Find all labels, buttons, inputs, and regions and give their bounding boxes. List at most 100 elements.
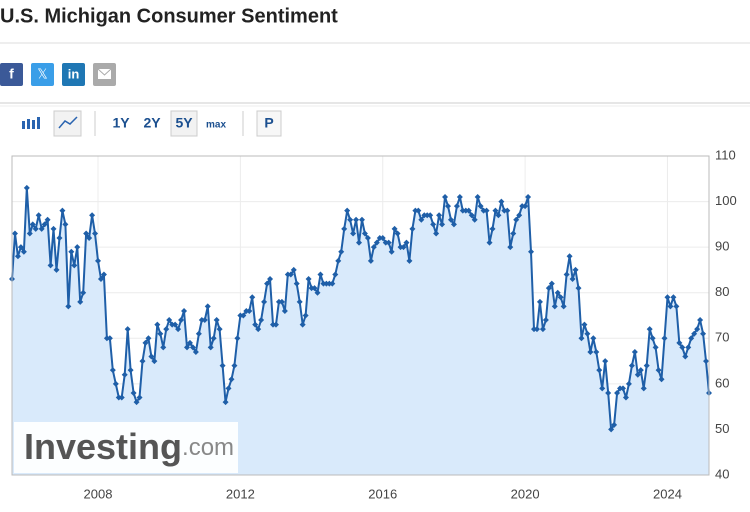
marker (106, 335, 113, 342)
marker (80, 289, 87, 296)
marker (682, 353, 689, 360)
range-button[interactable]: 2Y (143, 115, 161, 131)
range-button[interactable]: 5Y (175, 115, 193, 131)
marker (234, 335, 241, 342)
marker (225, 385, 232, 392)
marker (581, 321, 588, 328)
marker (608, 426, 615, 433)
marker (272, 321, 279, 328)
marker (97, 276, 104, 283)
marker (157, 330, 164, 337)
marker (465, 207, 472, 214)
x-tick-label: 2024 (653, 486, 682, 501)
twitter-button[interactable] (31, 63, 54, 86)
marker (183, 344, 190, 351)
marker (605, 389, 612, 396)
marker (77, 298, 84, 305)
marker (442, 194, 449, 201)
marker (439, 221, 446, 228)
line-chart-icon (58, 116, 78, 129)
marker (344, 207, 351, 214)
y-tick-label: 100 (715, 193, 737, 208)
marker (572, 266, 579, 273)
marker (41, 221, 48, 228)
marker (189, 344, 196, 351)
marker (602, 358, 609, 365)
marker (691, 330, 698, 337)
marker (486, 239, 493, 246)
marker (178, 317, 185, 324)
marker (590, 335, 597, 342)
marker (673, 303, 680, 310)
marker (302, 312, 309, 319)
marker (703, 358, 710, 365)
linkedin-icon: in (68, 66, 80, 81)
marker (74, 244, 81, 251)
marker (427, 212, 434, 219)
marker (163, 326, 170, 333)
marker (329, 280, 336, 287)
marker (625, 380, 632, 387)
marker (614, 389, 621, 396)
y-tick-label: 50 (715, 421, 729, 436)
marker (287, 271, 294, 278)
marker (667, 303, 674, 310)
x-tick-label: 2020 (511, 486, 540, 501)
marker (181, 307, 188, 314)
marker (89, 212, 96, 219)
marker (664, 294, 671, 301)
page-title: U.S. Michigan Consumer Sentiment (0, 5, 338, 27)
marker (400, 244, 407, 251)
marker (388, 248, 395, 255)
facebook-button[interactable] (0, 63, 23, 86)
marker (599, 385, 606, 392)
share-bar: f 𝕏 in (0, 63, 116, 86)
marker (53, 266, 60, 273)
marker (542, 317, 549, 324)
marker (471, 216, 478, 223)
y-tick-label: 90 (715, 239, 729, 254)
marker (240, 312, 247, 319)
marker (688, 335, 695, 342)
marker (554, 289, 561, 296)
marker (341, 225, 348, 232)
marker (186, 339, 193, 346)
marker (338, 248, 345, 255)
marker (533, 326, 540, 333)
range-button[interactable]: 1Y (112, 115, 130, 131)
marker (192, 348, 199, 355)
marker (510, 230, 517, 237)
range-button[interactable]: max (206, 120, 226, 131)
marker (142, 339, 149, 346)
marker (204, 303, 211, 310)
marker (207, 344, 214, 351)
marker (83, 230, 90, 237)
marker (213, 317, 220, 324)
toolbar: 1Y 2Y 5Y max P (22, 110, 282, 137)
marker (62, 221, 69, 228)
line-chart-button[interactable] (53, 110, 82, 137)
marker (536, 298, 543, 305)
marker (293, 280, 300, 287)
marker (679, 344, 686, 351)
marker (646, 326, 653, 333)
bar-chart-button[interactable] (22, 117, 40, 129)
marker (406, 257, 413, 264)
marker (676, 339, 683, 346)
marker (201, 317, 208, 324)
marker (59, 207, 66, 214)
marker (560, 303, 567, 310)
p-button[interactable] (256, 110, 282, 137)
marker (210, 335, 217, 342)
linkedin-button[interactable] (62, 63, 85, 86)
marker (32, 225, 39, 232)
marker (634, 371, 641, 378)
marker (281, 307, 288, 314)
marker (68, 248, 75, 255)
x-tick-label: 2008 (84, 486, 113, 501)
marker (195, 330, 202, 337)
marker (47, 262, 54, 269)
marker (222, 399, 229, 406)
marker (622, 394, 629, 401)
marker (418, 216, 425, 223)
